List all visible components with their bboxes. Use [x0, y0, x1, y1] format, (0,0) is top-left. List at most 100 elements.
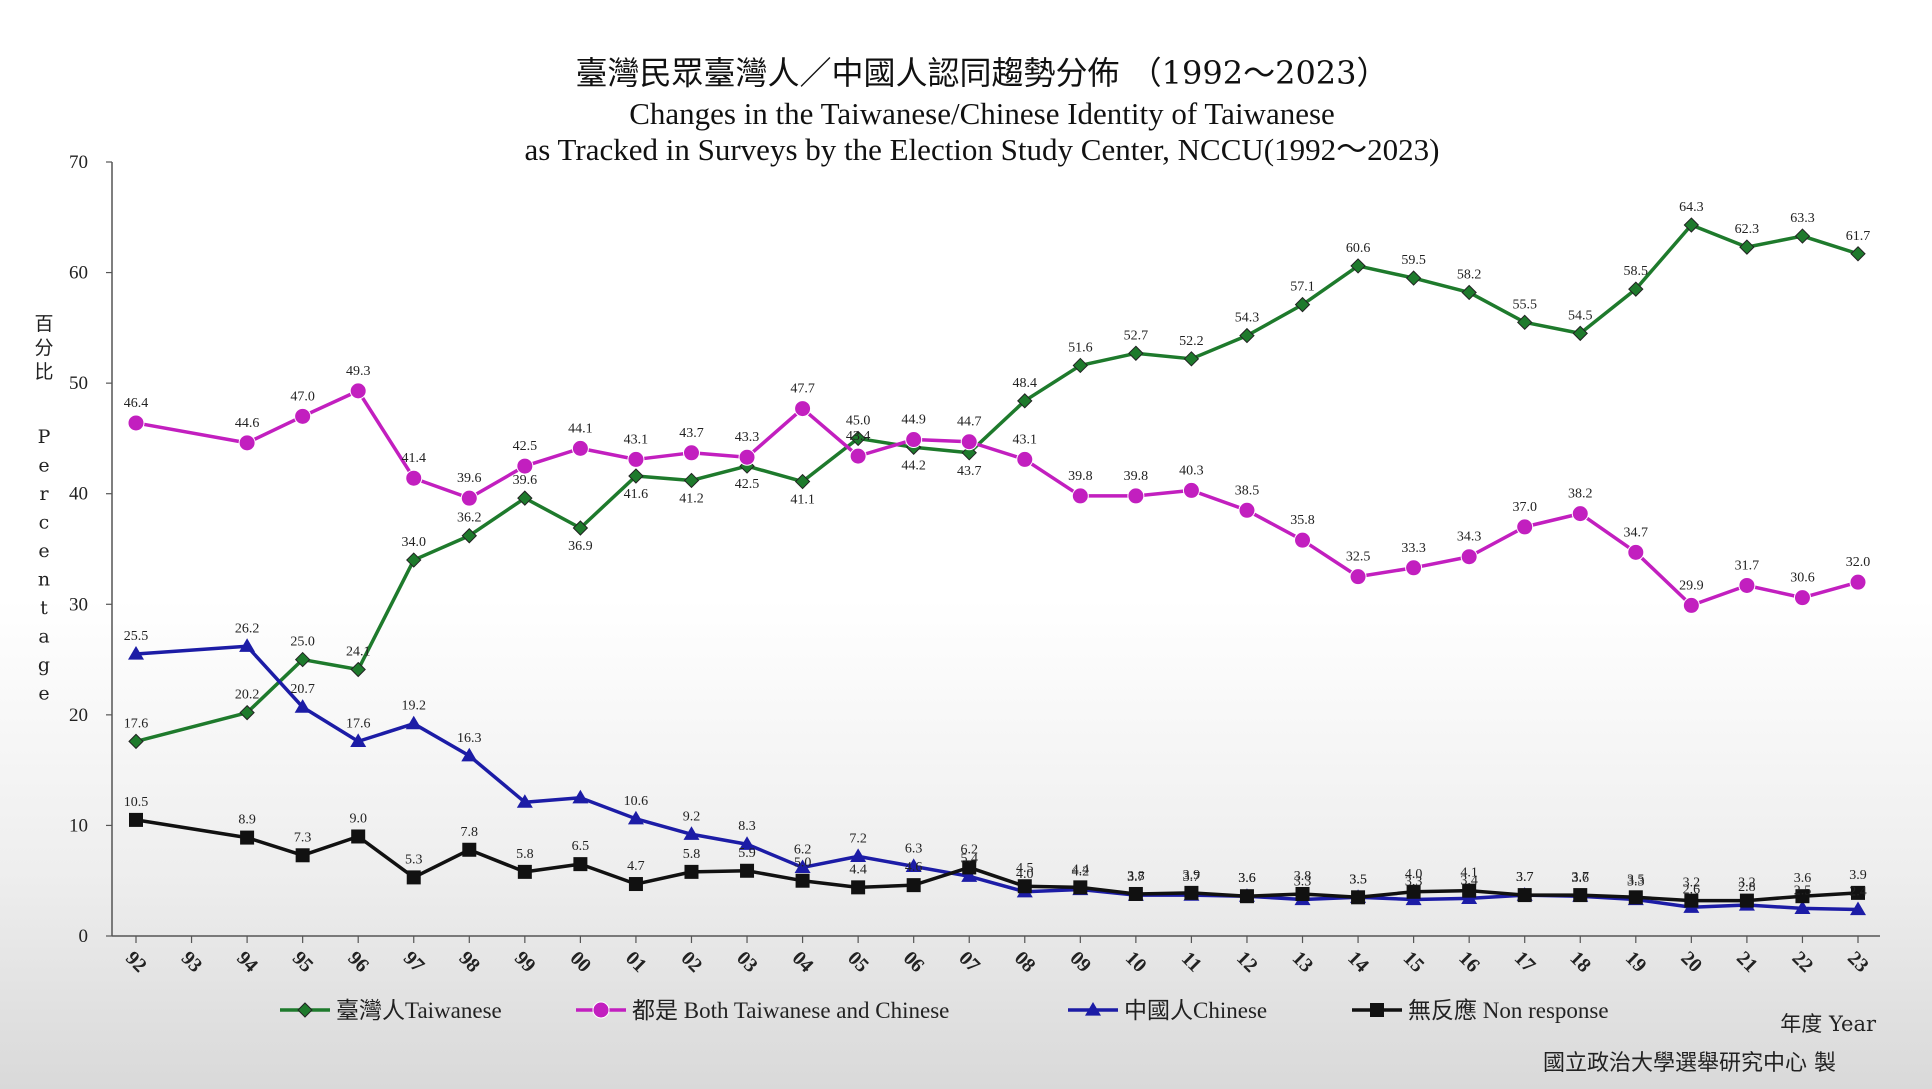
data-point-triangle: [739, 836, 756, 850]
data-label: 54.5: [1568, 308, 1593, 323]
x-tick-label: 09: [1065, 947, 1095, 977]
data-label: 41.2: [679, 491, 704, 506]
data-label: 52.2: [1179, 334, 1204, 349]
data-point-circle: [627, 450, 645, 468]
data-point-circle: [794, 400, 812, 418]
data-label: 39.6: [513, 473, 538, 488]
data-label: 46.4: [124, 396, 149, 411]
data-label: 25.0: [290, 635, 315, 650]
data-point-square: [517, 864, 532, 879]
data-point-square: [628, 877, 643, 892]
data-point-square: [1370, 1003, 1384, 1017]
data-label: 25.5: [124, 629, 149, 644]
data-point-square: [1573, 888, 1588, 903]
data-label: 7.8: [461, 825, 479, 840]
data-label: 55.5: [1512, 297, 1537, 312]
legend-label: 中國人Chinese: [1124, 998, 1267, 1023]
source-credit: 國立政治大學選舉研究中心 製: [1543, 1051, 1836, 1076]
data-point-diamond: [1461, 284, 1477, 301]
data-label: 3.7: [1183, 870, 1201, 885]
series-line: [135, 223, 1859, 744]
data-label: 3.6: [1238, 871, 1256, 886]
data-label: 6.2: [960, 842, 978, 857]
data-point-diamond: [1294, 296, 1311, 313]
y-tick-label: 0: [79, 926, 89, 947]
data-point-square: [906, 878, 921, 893]
data-label: 9.2: [683, 809, 701, 824]
y-label-char-en: e: [38, 455, 49, 477]
x-tick-label: 04: [788, 947, 818, 977]
data-point-triangle: [1794, 900, 1811, 914]
chart-subtitle-line1: Changes in the Taiwanese/Chinese Identit…: [629, 96, 1335, 131]
data-point-diamond: [683, 472, 700, 489]
data-point-circle: [349, 382, 367, 400]
data-label: 6.2: [794, 842, 812, 857]
data-label: 3.7: [1516, 870, 1534, 885]
y-label-char-en: e: [38, 540, 49, 562]
data-point-diamond: [850, 430, 866, 447]
data-point-triangle: [1850, 901, 1866, 916]
data-point-diamond: [1683, 217, 1700, 233]
data-label: 60.6: [1346, 241, 1371, 256]
data-point-circle: [127, 414, 145, 432]
data-point-circle: [1405, 559, 1423, 577]
data-label: 4.2: [1072, 865, 1090, 880]
data-point-diamond: [406, 552, 422, 568]
y-tick-label: 50: [69, 373, 88, 394]
x-tick-label: 94: [232, 947, 262, 977]
data-point-triangle: [405, 715, 422, 730]
data-point-square: [1073, 880, 1088, 895]
data-point-triangle: [461, 747, 478, 762]
x-tick-label: 19: [1621, 947, 1651, 977]
data-point-circle: [1793, 589, 1811, 607]
data-point-diamond: [572, 520, 589, 536]
data-point-circle: [1349, 568, 1367, 586]
x-tick-label: 17: [1510, 947, 1540, 977]
data-label: 4.4: [1072, 862, 1090, 877]
data-label: 49.3: [346, 364, 371, 379]
data-point-diamond: [239, 704, 255, 721]
data-label: 5.8: [516, 847, 534, 862]
data-label: 45.0: [846, 413, 871, 428]
data-label: 16.3: [457, 731, 482, 746]
data-point-circle: [849, 447, 867, 465]
series-0: [128, 217, 1866, 750]
data-point-square: [1017, 879, 1032, 894]
data-label: 4.6: [905, 860, 923, 875]
data-labels: 17.6 20.2 25.0 24.1 34.0 36.2 39.6 36.9 41.6 41.2…: [124, 200, 1871, 899]
data-label: 3.5: [1349, 872, 1367, 887]
data-label: 3.6: [1572, 871, 1590, 886]
data-point-circle: [960, 433, 978, 451]
y-label-char-en: a: [38, 626, 49, 648]
data-label: 34.7: [1624, 525, 1649, 540]
data-label: 47.0: [290, 389, 315, 404]
data-point-circle: [1182, 481, 1200, 499]
data-point-square: [1684, 893, 1699, 908]
data-point-diamond: [1739, 239, 1755, 255]
data-label: 3.7: [1572, 870, 1590, 885]
y-tick-label: 70: [69, 152, 88, 173]
data-label: 3.6: [1238, 871, 1256, 886]
data-label: 61.7: [1846, 229, 1871, 244]
data-label: 43.7: [957, 464, 982, 479]
data-point-square: [240, 830, 255, 845]
data-point-circle: [1516, 518, 1534, 536]
data-point-diamond: [1794, 228, 1811, 244]
data-label: 3.3: [1405, 875, 1423, 890]
data-point-circle: [682, 444, 700, 462]
data-point-circle: [1127, 487, 1145, 505]
data-point-triangle: [961, 868, 978, 882]
data-point-square: [740, 863, 755, 878]
data-label: 44.9: [901, 413, 926, 428]
series-line: [135, 818, 1859, 903]
data-point-circle: [571, 439, 589, 457]
data-label: 59.5: [1401, 253, 1426, 268]
data-point-diamond: [628, 468, 644, 484]
data-point-diamond: [1072, 357, 1089, 374]
data-point-triangle: [794, 859, 811, 874]
data-point-circle: [1238, 501, 1256, 519]
data-label: 3.5: [1627, 872, 1645, 887]
data-point-square: [962, 860, 977, 875]
chart-title: 臺灣民眾臺灣人／中國人認同趨勢分佈 （1992～2023）: [575, 54, 1388, 92]
